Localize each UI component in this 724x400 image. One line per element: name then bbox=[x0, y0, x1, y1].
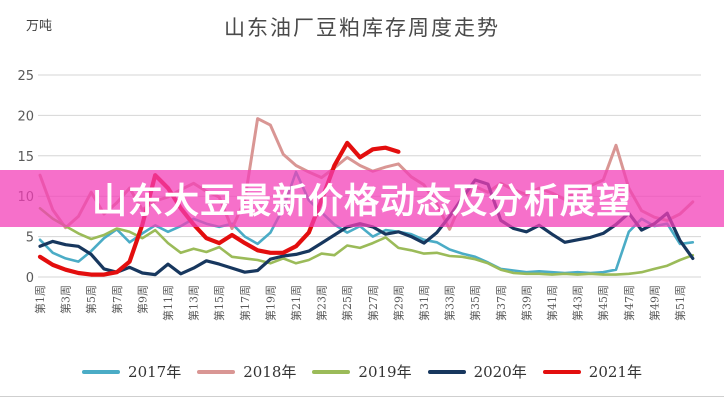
x-tick-label-week-47: 第47周 bbox=[622, 285, 636, 321]
x-tick-label-week-1: 第1周 bbox=[33, 285, 47, 314]
series-line-2019年 bbox=[38, 207, 695, 276]
legend-swatch-2021年 bbox=[542, 369, 581, 374]
x-tick-label-week-21: 第21周 bbox=[289, 285, 303, 321]
y-tick-label-15: 15 bbox=[17, 150, 34, 165]
y-axis-unit-label: 万吨 bbox=[26, 19, 53, 34]
bottom-divider bbox=[0, 396, 724, 397]
x-tick-label-week-5: 第5周 bbox=[84, 285, 98, 314]
y-tick-label-25: 25 bbox=[17, 69, 34, 84]
x-tick-label-week-29: 第29周 bbox=[391, 285, 405, 321]
promo-banner: 山东大豆最新价格动态及分析展望 bbox=[0, 170, 724, 227]
y-tick-label-0: 0 bbox=[26, 271, 34, 286]
x-tick-label-week-19: 第19周 bbox=[263, 285, 277, 321]
legend-item-2018年: 2018年 bbox=[197, 361, 296, 382]
legend-swatch-2018年 bbox=[197, 369, 236, 374]
x-tick-label-week-3: 第3周 bbox=[59, 285, 73, 314]
x-tick-label-week-13: 第13周 bbox=[187, 285, 201, 321]
legend-item-2019年: 2019年 bbox=[312, 361, 412, 382]
y-tick-label-5: 5 bbox=[26, 231, 34, 246]
x-tick-label-week-51: 第51周 bbox=[673, 285, 687, 321]
x-tick-label-week-17: 第17周 bbox=[238, 285, 252, 321]
promo-banner-text: 山东大豆最新价格动态及分析展望 bbox=[91, 182, 632, 222]
legend-item-2020年: 2020年 bbox=[427, 361, 527, 382]
x-tick-label-week-37: 第37周 bbox=[494, 285, 508, 321]
chart-title: 山东油厂豆粕库存周度走势 bbox=[224, 16, 500, 40]
x-tick-label-week-7: 第7周 bbox=[110, 285, 124, 314]
x-tick-label-week-23: 第23周 bbox=[315, 285, 329, 321]
x-tick-label-week-11: 第11周 bbox=[161, 285, 175, 321]
legend-label-2019年: 2019年 bbox=[358, 363, 412, 381]
legend-swatch-2019年 bbox=[312, 369, 351, 374]
x-tick-label-week-15: 第15周 bbox=[212, 285, 226, 321]
series-line-2021年 bbox=[37, 140, 401, 277]
legend-label-2020年: 2020年 bbox=[473, 363, 527, 381]
x-tick-label-week-31: 第31周 bbox=[417, 285, 431, 321]
y-tick-label-20: 20 bbox=[17, 109, 34, 124]
legend-label-2021年: 2021年 bbox=[588, 363, 642, 381]
x-tick-label-week-9: 第9周 bbox=[135, 285, 149, 314]
x-tick-label-week-41: 第41周 bbox=[545, 285, 559, 321]
x-tick-label-week-45: 第45周 bbox=[596, 285, 610, 321]
legend-label-2017年: 2017年 bbox=[128, 363, 182, 381]
x-tick-label-week-25: 第25周 bbox=[340, 285, 354, 321]
x-tick-label-week-35: 第35周 bbox=[468, 285, 482, 321]
chart-legend: 2017年 2018年 2019年 2020年 2021年 bbox=[0, 361, 724, 382]
legend-item-2017年: 2017年 bbox=[82, 361, 181, 382]
x-tick-label-week-43: 第43周 bbox=[571, 285, 585, 321]
x-tick-label-week-33: 第33周 bbox=[443, 285, 457, 321]
legend-label-2018年: 2018年 bbox=[243, 363, 297, 381]
x-tick-label-week-27: 第27周 bbox=[366, 285, 380, 321]
series-line-2017年 bbox=[38, 170, 695, 275]
legend-item-2021年: 2021年 bbox=[542, 361, 642, 382]
legend-swatch-2017年 bbox=[82, 369, 121, 374]
x-tick-label-week-39: 第39周 bbox=[519, 285, 533, 321]
x-tick-label-week-49: 第49周 bbox=[647, 285, 661, 321]
legend-swatch-2020年 bbox=[427, 369, 466, 374]
